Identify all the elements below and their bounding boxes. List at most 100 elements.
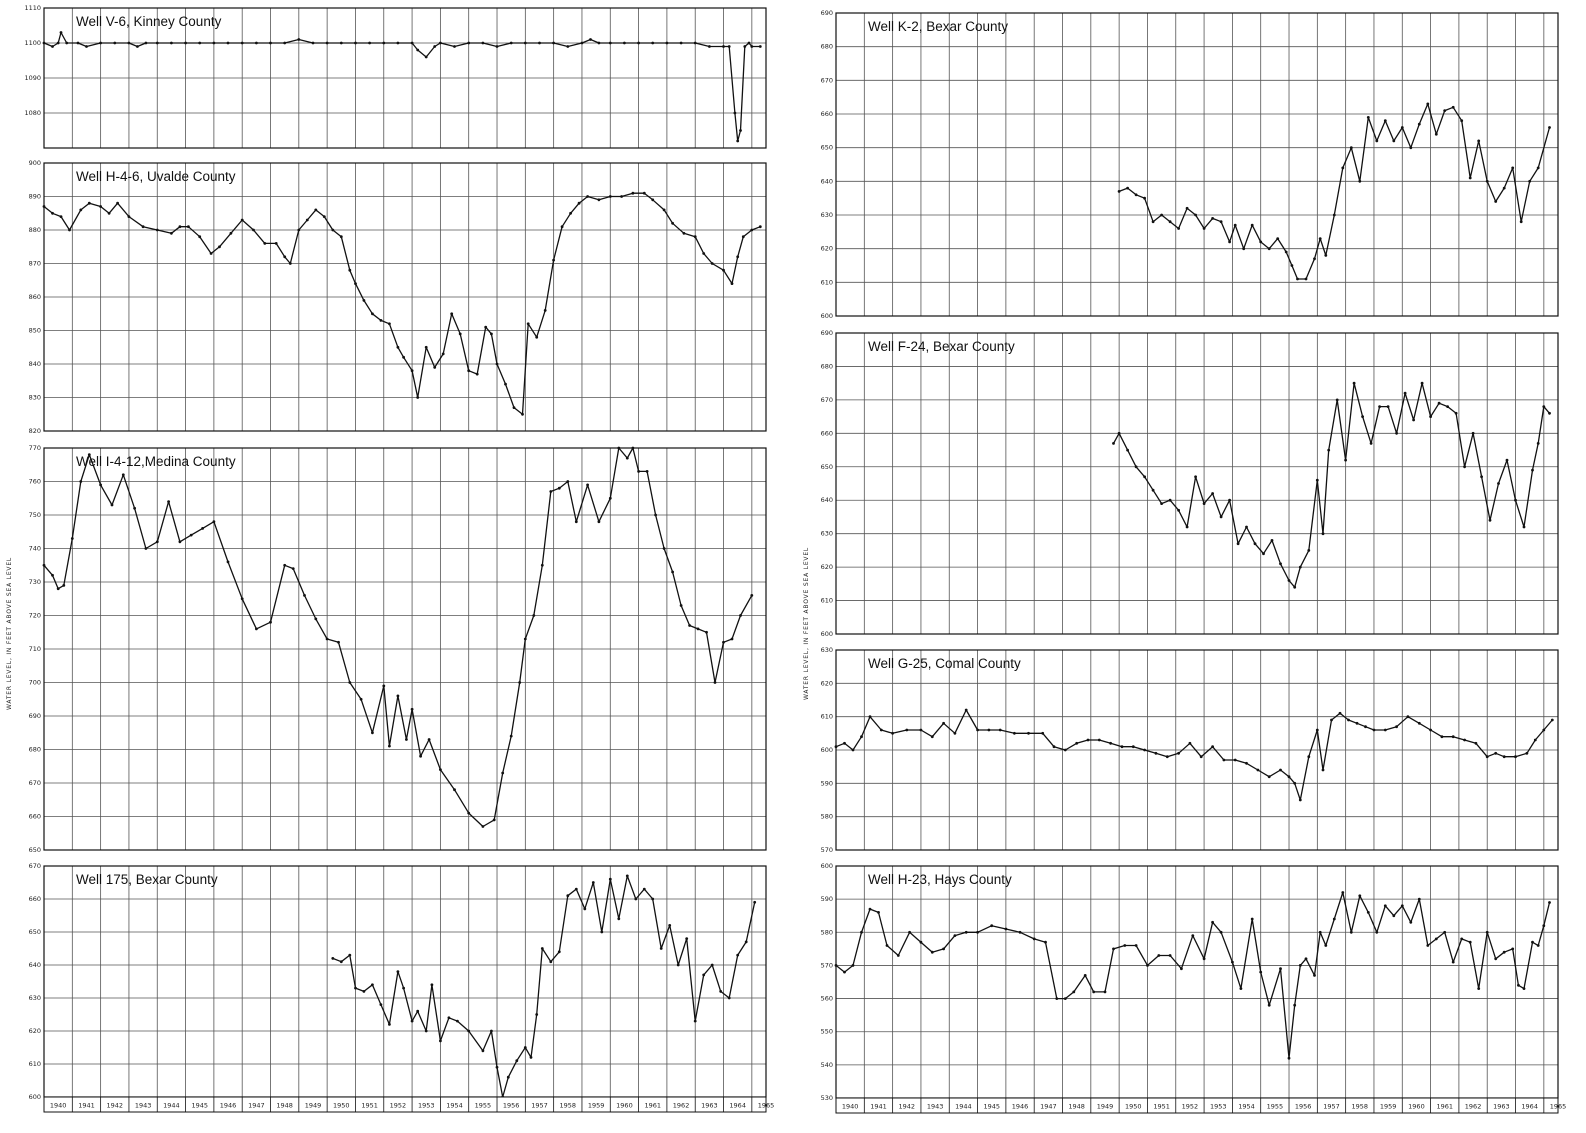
data-point (620, 195, 623, 198)
data-point (1083, 974, 1087, 977)
data-point (942, 947, 945, 951)
y-tick-label: 630 (29, 994, 41, 1002)
data-point (1134, 944, 1138, 947)
data-point (87, 453, 91, 457)
y-tick-label: 620 (29, 1027, 41, 1035)
data-point (1417, 721, 1421, 725)
data-point (682, 231, 686, 235)
data-point (1485, 930, 1489, 934)
data-point (1287, 579, 1291, 582)
data-point (1103, 990, 1107, 994)
data-point (676, 963, 680, 967)
data-point (1143, 748, 1146, 752)
data-point (481, 41, 485, 45)
data-point (1468, 940, 1472, 944)
data-point (368, 41, 371, 45)
data-point (110, 503, 114, 507)
data-point (1052, 745, 1056, 749)
data-point (348, 953, 352, 957)
data-point (402, 986, 405, 990)
data-point (750, 594, 754, 597)
data-point (1550, 718, 1554, 722)
data-point (730, 282, 734, 285)
year-tick-label: 1962 (1465, 1103, 1482, 1111)
data-point (348, 268, 352, 272)
data-point (589, 38, 592, 41)
y-tick-label: 670 (29, 862, 41, 870)
data-point (523, 637, 527, 641)
data-point (1123, 944, 1127, 947)
data-point (68, 228, 71, 232)
y-tick-label: 640 (821, 177, 833, 185)
data-point (229, 231, 233, 235)
data-point (523, 41, 527, 45)
data-point (1502, 186, 1506, 190)
data-point (617, 446, 621, 450)
data-point (1027, 731, 1030, 735)
data-point (113, 41, 117, 45)
data-point (1313, 974, 1316, 977)
data-point (654, 513, 657, 517)
data-point (642, 191, 646, 195)
data-point (382, 41, 386, 45)
data-point (42, 41, 46, 45)
data-point (1112, 442, 1115, 445)
data-point (1505, 458, 1509, 462)
data-point (736, 139, 740, 143)
year-axis-left: 1940 1941 1942 1943 1944 1945 1946 1947 1948 1949… (43, 1096, 774, 1113)
data-point (430, 983, 434, 987)
data-point (70, 537, 74, 540)
year-axis-box (43, 1096, 767, 1113)
data-line (1118, 103, 1551, 280)
data-point (1400, 126, 1404, 129)
data-point (1165, 755, 1169, 759)
data-point (1072, 990, 1076, 994)
data-point (396, 41, 400, 45)
y-tick-label: 610 (821, 278, 833, 286)
data-point (59, 215, 63, 219)
data-point (1477, 987, 1481, 990)
data-point (574, 887, 578, 891)
data-point (439, 1039, 442, 1043)
data-point (433, 366, 437, 369)
data-point (467, 41, 471, 45)
data-point (1298, 798, 1302, 802)
data-point (1013, 731, 1016, 735)
data-point (727, 45, 731, 48)
data-point (1259, 970, 1263, 974)
data-point (1202, 227, 1206, 230)
data-point (631, 446, 635, 450)
data-point (586, 483, 589, 487)
data-point (1352, 381, 1356, 385)
data-point (79, 208, 83, 212)
data-point (1488, 518, 1492, 522)
year-tick-label: 1964 (1521, 1103, 1538, 1111)
data-point (538, 41, 541, 45)
chart-panel-4: 600 610 620 630 640 650 660 670 Well 175, Bexar … (29, 862, 767, 1101)
y-tick-label: 580 (821, 928, 833, 936)
data-point (679, 604, 683, 607)
data-point (283, 563, 287, 567)
data-point (1378, 405, 1381, 408)
data-point (1468, 176, 1472, 180)
data-point (447, 1016, 451, 1020)
data-point (240, 597, 244, 601)
data-point (410, 1019, 414, 1023)
data-point (144, 41, 148, 45)
data-point (1032, 937, 1036, 941)
data-point (688, 624, 691, 627)
data-point (439, 768, 442, 771)
data-point (226, 41, 230, 45)
data-point (1154, 751, 1158, 755)
data-point (566, 480, 570, 483)
data-point (758, 45, 762, 48)
data-point (1112, 947, 1115, 951)
plot-frame (835, 332, 1559, 635)
data-point (685, 937, 689, 940)
data-point (1250, 917, 1254, 921)
data-point (868, 715, 872, 719)
data-point (1474, 741, 1478, 745)
data-point (481, 1049, 485, 1053)
data-point (1233, 223, 1237, 227)
chart-title: Well G-25, Comal County (868, 656, 1021, 671)
